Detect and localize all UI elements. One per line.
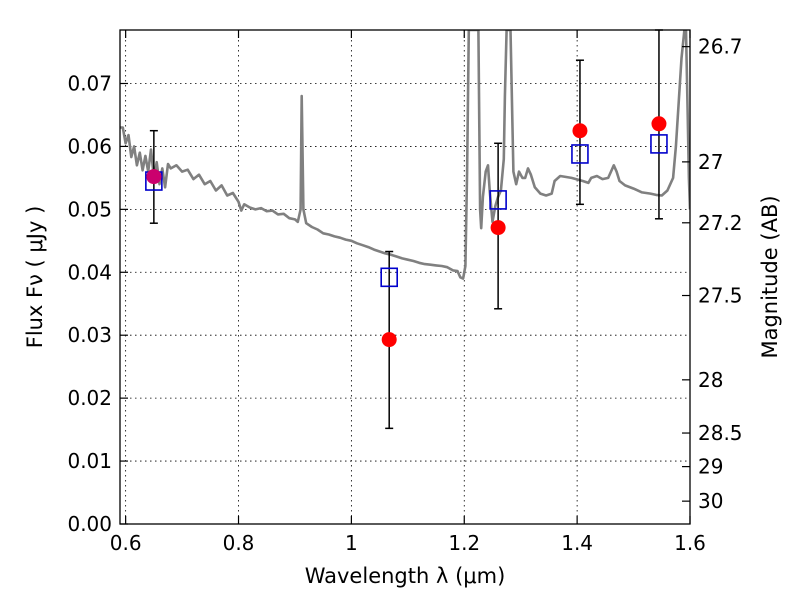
grid-layer <box>120 30 691 525</box>
y-tick-label: 0.00 <box>67 512 112 536</box>
x-tick-label: 0.8 <box>223 531 255 555</box>
model-spectrum-line <box>120 30 690 280</box>
mag-tick-label: 28 <box>698 368 723 392</box>
mag-tick-label: 27.5 <box>698 284 743 308</box>
y-tick-label: 0.03 <box>67 323 112 347</box>
x-tick-label: 1.6 <box>674 531 706 555</box>
errorbar-layer <box>149 29 663 430</box>
mag-tick-label: 30 <box>698 489 723 513</box>
model-band-marker <box>489 190 507 210</box>
mag-tick-label: 28.5 <box>698 421 743 445</box>
y-tick-label: 0.01 <box>67 449 112 473</box>
spectrum-layer <box>120 30 690 280</box>
x-tick-label: 1 <box>345 531 358 555</box>
observed-point <box>381 332 397 348</box>
y-axis-label: Flux Fν ( μJy ) <box>23 206 47 349</box>
observed-point <box>651 116 667 132</box>
model-band-marker <box>380 267 398 288</box>
observed-point-overlap <box>146 169 162 185</box>
marker-layer <box>145 116 668 348</box>
plot-frame <box>119 29 691 525</box>
observed-point <box>490 220 506 236</box>
mag-tick-label: 27 <box>698 150 723 174</box>
model-band-marker <box>650 134 668 154</box>
x-tick-label: 1.4 <box>561 531 593 555</box>
y-axis-label-right: Magnitude (AB) <box>758 195 782 358</box>
x-axis-label: Wavelength λ (μm) <box>305 564 506 588</box>
tick-layer: 0.6 0.8 1 1.2 1.4 1.6 0.00 0.01 0.02 0.03 0.04 0.05… <box>67 30 743 555</box>
mag-tick-label: 27.2 <box>698 211 743 235</box>
observed-point <box>572 123 588 139</box>
mag-tick-label: 29 <box>698 455 723 479</box>
y-tick-label: 0.05 <box>67 197 112 221</box>
y-tick-label: 0.04 <box>67 260 112 284</box>
y-tick-label: 0.07 <box>67 71 112 95</box>
mag-tick-label: 26.7 <box>698 35 743 59</box>
model-band-marker <box>571 144 589 164</box>
x-tick-label: 1.2 <box>448 531 480 555</box>
y-tick-label: 0.06 <box>67 134 112 158</box>
y-tick-label: 0.02 <box>67 386 112 410</box>
x-tick-label: 0.6 <box>110 531 142 555</box>
